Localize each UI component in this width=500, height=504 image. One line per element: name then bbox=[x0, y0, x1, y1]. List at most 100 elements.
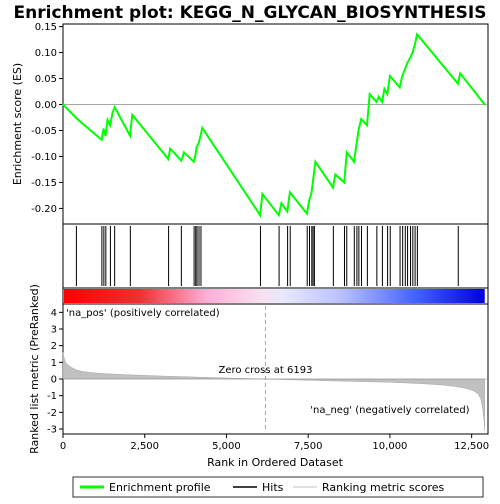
enrichment-point bbox=[100, 139, 103, 141]
es-y-axis-label: Enrichment score (ES) bbox=[11, 63, 24, 185]
enrichment-point bbox=[76, 118, 79, 120]
enrichment-point bbox=[313, 171, 315, 173]
enrichment-point bbox=[355, 142, 358, 145]
es-y-tick-label: -0.20 bbox=[31, 204, 57, 215]
enrichment-point bbox=[306, 212, 308, 215]
enrichment-point bbox=[192, 160, 195, 163]
enrichment-point bbox=[353, 160, 355, 163]
enrichment-point bbox=[169, 147, 172, 150]
es-y-tick-label: -0.10 bbox=[31, 152, 57, 163]
chart-title: Enrichment plot: KEGG_N_GLYCAN_BIOSYNTHE… bbox=[14, 3, 487, 23]
metric-y-tick-label: 2 bbox=[51, 341, 57, 352]
enrichment-point bbox=[106, 119, 109, 121]
enrichment-profile-line bbox=[62, 32, 486, 219]
metric-y-axis: -3 -2 -1 0 1 2 3 4 bbox=[47, 308, 63, 436]
enrichment-point bbox=[381, 101, 383, 103]
metric-y-tick-label: 3 bbox=[51, 325, 57, 336]
enrichment-point bbox=[286, 210, 289, 213]
es-y-axis: -0.20 -0.15 -0.10 -0.05 0.00 0.05 0.10 0.15 bbox=[31, 22, 63, 215]
enrichment-point bbox=[383, 88, 386, 90]
enrichment-point bbox=[357, 129, 360, 132]
enrichment-point bbox=[311, 181, 314, 184]
enrichment-point bbox=[308, 199, 310, 202]
enrichment-point bbox=[409, 56, 411, 59]
enrichment-point bbox=[289, 191, 291, 194]
enrichment-point bbox=[343, 181, 345, 184]
rank-x-axis-label: Rank in Ordered Dataset bbox=[207, 456, 344, 469]
enrichment-point bbox=[129, 134, 131, 137]
enrichment-point bbox=[280, 202, 283, 205]
enrichment-point bbox=[413, 43, 416, 46]
legend-label-3: Ranking metric scores bbox=[322, 481, 444, 494]
legend: Enrichment profile Hits Ranking metric sco… bbox=[80, 481, 444, 494]
enrichment-profile-points bbox=[62, 33, 486, 216]
metric-y-tick-label: -2 bbox=[47, 408, 57, 419]
legend-label-2: Hits bbox=[262, 481, 284, 494]
enrichment-point bbox=[368, 93, 371, 95]
es-y-tick-label: 0.00 bbox=[35, 100, 57, 111]
enrichment-point bbox=[259, 214, 261, 216]
enrichment-point bbox=[197, 142, 200, 144]
es-y-tick-label: -0.15 bbox=[31, 178, 57, 189]
ranking-metric-area bbox=[62, 352, 485, 431]
enrichment-point bbox=[102, 128, 105, 130]
es-panel-frame bbox=[62, 23, 489, 225]
enrichment-point bbox=[167, 158, 170, 160]
enrichment-point bbox=[109, 124, 111, 127]
metric-panel-frame bbox=[62, 303, 489, 435]
enrichment-point bbox=[314, 160, 317, 163]
rank-colorbar bbox=[64, 289, 485, 303]
enrichment-point bbox=[199, 134, 202, 137]
enrichment-point bbox=[345, 151, 348, 154]
enrichment-point bbox=[62, 103, 64, 106]
enrichment-point bbox=[366, 124, 368, 127]
enrichment-point bbox=[378, 95, 380, 98]
rank-x-tick-label: 12,500 bbox=[454, 441, 489, 452]
enrichment-point bbox=[183, 151, 185, 154]
zero-cross-label: Zero cross at 6193 bbox=[218, 365, 312, 376]
metric-y-axis-label: Ranked list metric (PreRanked) bbox=[28, 284, 41, 454]
es-y-tick-label: -0.05 bbox=[31, 126, 57, 137]
es-y-tick-label: 0.15 bbox=[35, 22, 57, 33]
enrichment-point bbox=[416, 33, 418, 36]
enrichment-point bbox=[386, 93, 389, 95]
es-y-tick-label: 0.10 bbox=[35, 48, 57, 59]
enrichment-point bbox=[180, 159, 183, 162]
enrichment-point bbox=[131, 114, 134, 116]
hits-marks bbox=[75, 226, 459, 286]
enrichment-point bbox=[277, 214, 280, 216]
enrichment-point bbox=[457, 82, 459, 85]
metric-y-tick-label: -1 bbox=[47, 391, 57, 402]
enrichment-point bbox=[310, 192, 313, 194]
enrichment-point bbox=[194, 154, 197, 157]
enrichment-point bbox=[360, 118, 362, 120]
enrichment-point bbox=[261, 193, 264, 195]
legend-label-1: Enrichment profile bbox=[109, 481, 211, 494]
enrichment-point bbox=[411, 51, 414, 54]
enrichment-point bbox=[111, 111, 114, 114]
enrichment-point bbox=[201, 127, 204, 129]
legend-box bbox=[72, 476, 484, 498]
enrichment-point bbox=[375, 101, 378, 103]
enrichment-point bbox=[195, 146, 198, 148]
rank-x-tick-label: 10,000 bbox=[372, 441, 407, 452]
na-pos-label: 'na_pos' (positively correlated) bbox=[66, 308, 220, 319]
enrichment-point bbox=[389, 75, 391, 77]
enrichment-point bbox=[459, 72, 462, 75]
enrichment-point bbox=[334, 173, 337, 176]
enrichment-point bbox=[113, 106, 116, 108]
es-y-tick-label: 0.05 bbox=[35, 74, 57, 85]
rank-x-tick-label: 0 bbox=[60, 441, 66, 452]
enrichment-point bbox=[404, 68, 406, 70]
metric-y-tick-label: 4 bbox=[51, 308, 57, 319]
enrichment-point bbox=[104, 134, 107, 137]
enrichment-point bbox=[483, 103, 486, 106]
metric-y-tick-label: 0 bbox=[51, 375, 57, 386]
enrichment-point bbox=[406, 62, 409, 64]
rank-x-tick-label: 5,000 bbox=[212, 441, 241, 452]
metric-y-tick-label: 1 bbox=[51, 358, 57, 369]
na-neg-label: 'na_neg' (negatively correlated) bbox=[310, 405, 469, 416]
enrichment-point bbox=[332, 186, 334, 189]
